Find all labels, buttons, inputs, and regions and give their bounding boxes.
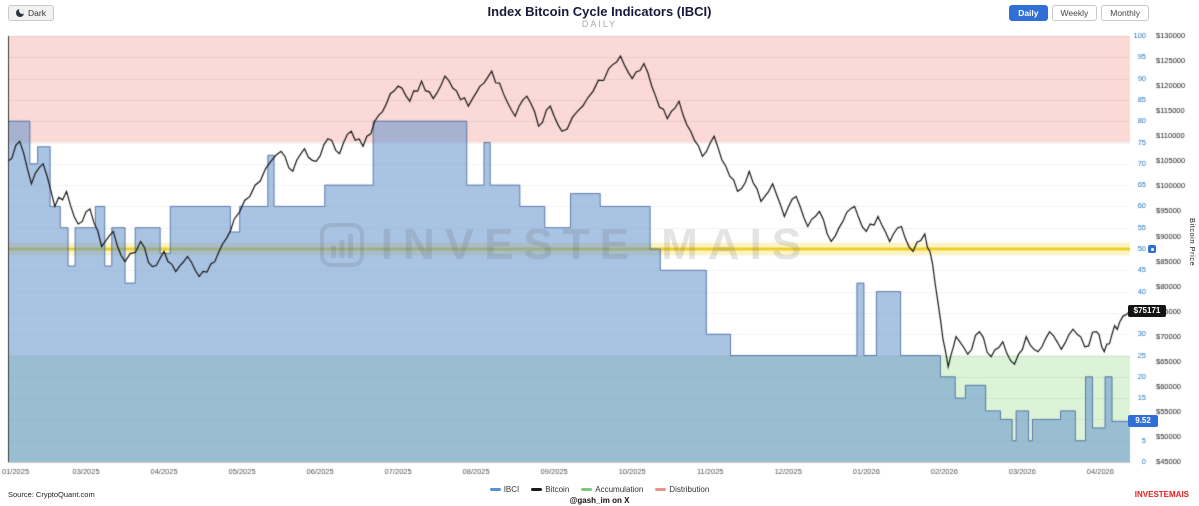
legend-label: Distribution: [669, 485, 710, 494]
period-button-weekly[interactable]: Weekly: [1051, 5, 1098, 21]
moon-icon: [16, 9, 24, 17]
legend-swatch-icon: [531, 488, 543, 491]
ibci-last-value-badge: 9.52: [1128, 415, 1158, 428]
dark-mode-toggle[interactable]: Dark: [8, 5, 54, 21]
legend-swatch-icon: [655, 488, 667, 491]
bitcoin-last-price-badge: $75171: [1128, 304, 1166, 317]
legend-label: Accumulation: [595, 485, 644, 494]
dark-mode-label: Dark: [28, 8, 46, 18]
source-credit: Source: CryptoQuant.com: [8, 490, 95, 499]
legend-label: IBCI: [503, 485, 520, 494]
threshold-50-pin-icon: [1148, 245, 1156, 253]
legend-item-distribution[interactable]: Distribution: [655, 485, 709, 494]
author-handle: @gash_im on X: [569, 496, 630, 505]
page-title: Index Bitcoin Cycle Indicators (IBCI): [487, 4, 712, 19]
right-axis-title: Bitcoin Price: [1188, 218, 1197, 267]
period-selector: Daily Weekly Monthly: [1009, 5, 1149, 21]
period-button-monthly[interactable]: Monthly: [1101, 5, 1149, 21]
legend: IBCI Bitcoin Accumulation Distribution: [0, 485, 1199, 494]
legend-item-ibci[interactable]: IBCI: [489, 485, 520, 494]
legend-swatch-icon: [581, 488, 593, 491]
legend-swatch-icon: [489, 488, 501, 491]
ibci-chart-canvas: [0, 30, 1199, 482]
legend-item-bitcoin[interactable]: Bitcoin: [531, 485, 569, 494]
brand-label: INVESTEMAIS: [1134, 490, 1189, 499]
period-button-daily[interactable]: Daily: [1009, 5, 1048, 21]
legend-label: Bitcoin: [545, 485, 570, 494]
page-subtitle: DAILY: [581, 19, 618, 29]
legend-item-accumulation[interactable]: Accumulation: [581, 485, 643, 494]
